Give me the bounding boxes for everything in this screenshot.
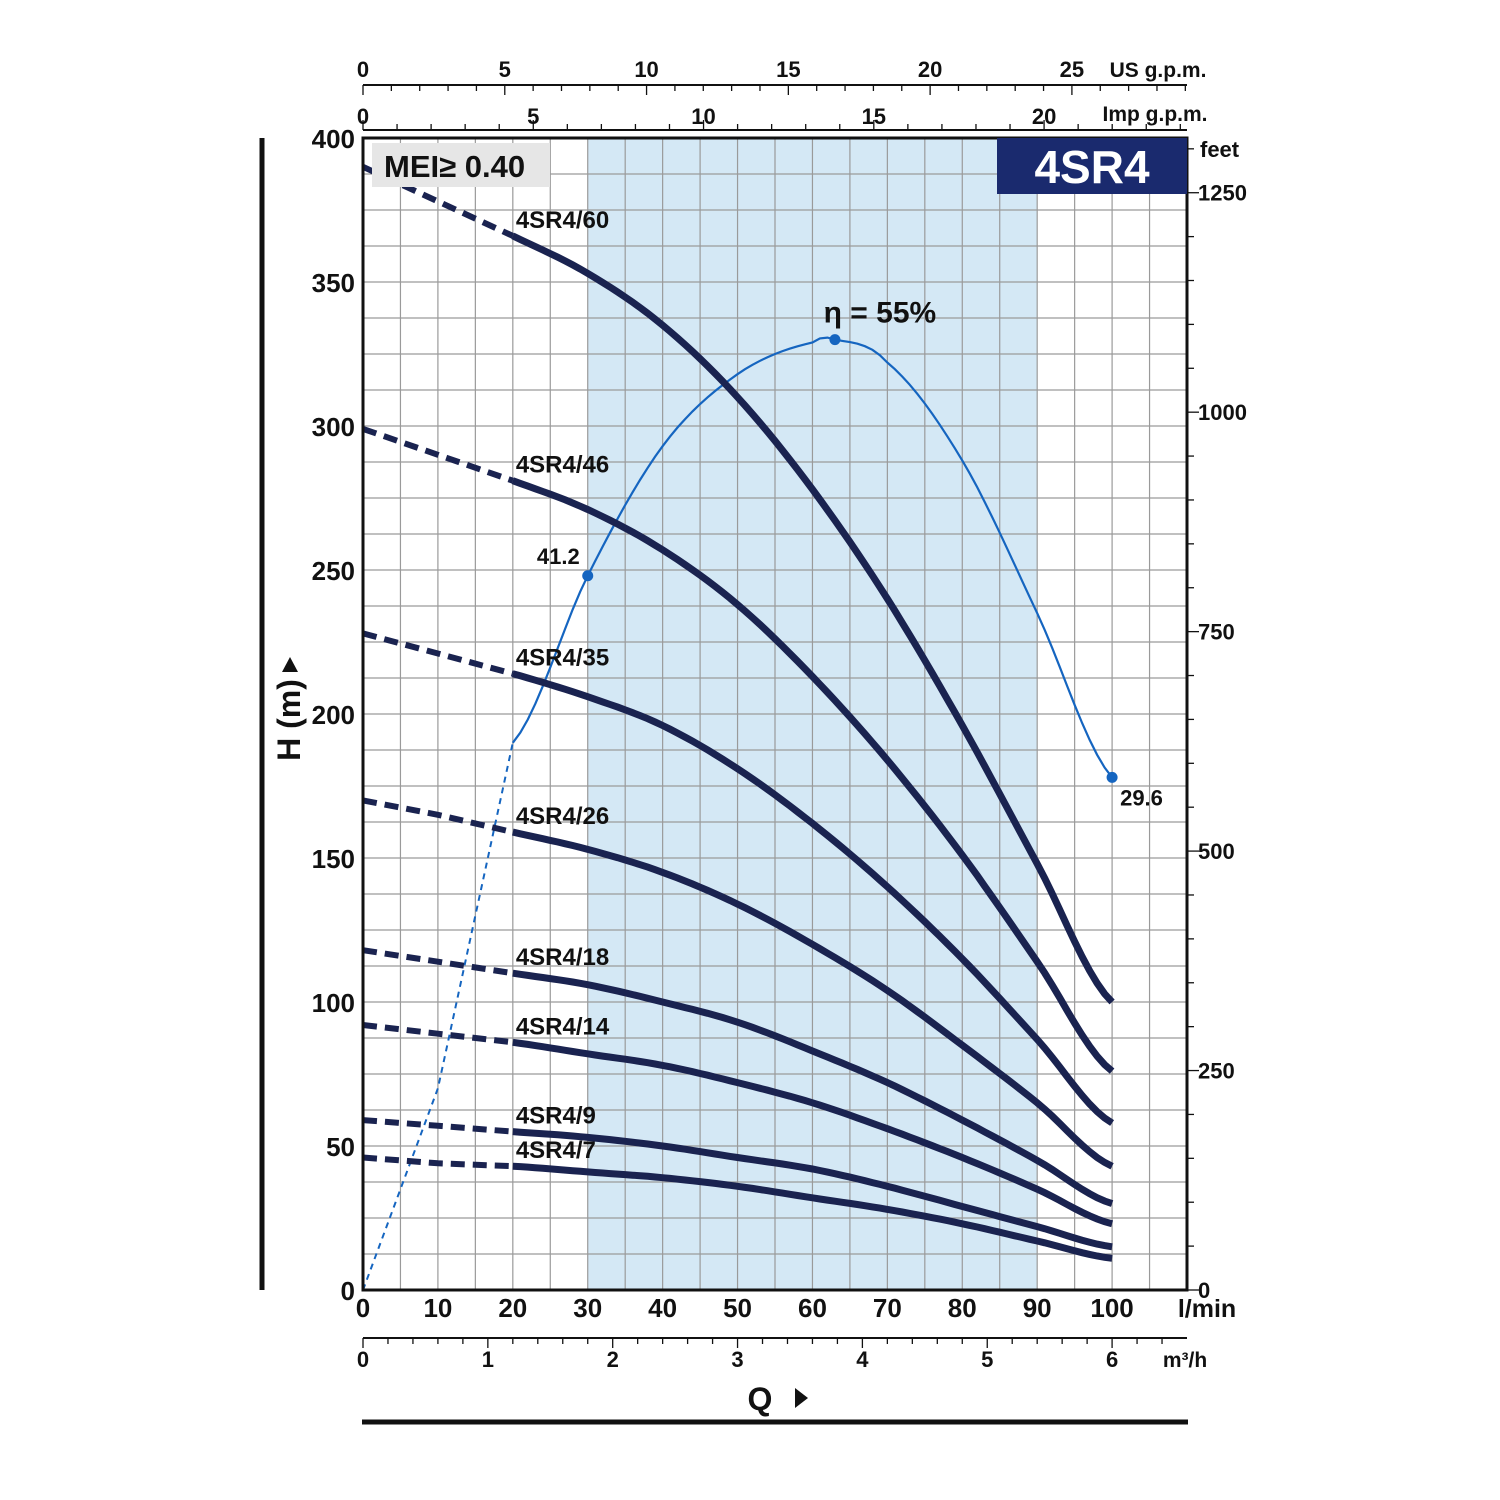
- x-tick-label: 0: [356, 1293, 370, 1323]
- series-label-4sr4-35: 4SR4/35: [516, 645, 609, 672]
- us-gpm-unit-label: US g.p.m.: [1110, 59, 1207, 82]
- feet-tick-label: 1250: [1198, 181, 1247, 206]
- series-dashed-4sr4-14: [362, 1022, 514, 1046]
- mei-badge-bg: [372, 143, 550, 187]
- series-line-4sr4-18: [512, 969, 1114, 1207]
- x-unit-label: l/min: [1178, 1295, 1236, 1323]
- x-tick-label: 80: [948, 1293, 977, 1323]
- y-tick-label: 300: [312, 412, 355, 442]
- series-label-4sr4-9: 4SR4/9: [516, 1103, 596, 1130]
- series-dashed-4sr4-26: [362, 797, 514, 836]
- y-tick-label: 350: [312, 268, 355, 298]
- series-line-4sr4-7: [512, 1162, 1113, 1262]
- m3h-tick-label: 5: [981, 1347, 993, 1372]
- us-gpm-tick-label: 25: [1060, 57, 1084, 82]
- feet-tick-label: 250: [1198, 1059, 1235, 1084]
- m3h-tick-label: 2: [607, 1347, 619, 1372]
- series-line-4sr4-9: [512, 1128, 1113, 1251]
- series-dashed-4sr4-7: [362, 1154, 513, 1170]
- title-badge-bg: [997, 138, 1187, 194]
- x-tick-label: 60: [798, 1293, 827, 1323]
- y-axis-arrow-icon: [282, 657, 298, 672]
- y-tick-label: 100: [312, 988, 355, 1018]
- y-tick-label: 0: [341, 1276, 355, 1306]
- efficiency-line: [511, 336, 1113, 779]
- efficiency-point-label: 41.2: [537, 544, 580, 569]
- x-tick-label: 30: [573, 1293, 602, 1323]
- us-gpm-tick-label: 20: [918, 57, 942, 82]
- series-dashed-4sr4-35: [362, 630, 514, 677]
- us-gpm-tick-label: 5: [499, 57, 511, 82]
- x-axis-arrow-icon: [795, 1388, 808, 1408]
- series-line-4sr4-46: [511, 477, 1115, 1074]
- series-label-4sr4-26: 4SR4/26: [516, 803, 609, 830]
- series-line-4sr4-60: [511, 232, 1115, 1005]
- us-gpm-tick-label: 0: [357, 57, 369, 82]
- efficiency-point-label: 29.6: [1120, 785, 1163, 810]
- m3h-tick-label: 0: [357, 1347, 369, 1372]
- feet-tick-label: 750: [1198, 620, 1235, 645]
- imp-gpm-tick-label: 5: [527, 104, 539, 129]
- series-label-4sr4-14: 4SR4/14: [516, 1013, 610, 1040]
- y-tick-label: 50: [326, 1132, 355, 1162]
- m3h-tick-label: 6: [1106, 1347, 1118, 1372]
- us-gpm-tick-label: 15: [776, 57, 800, 82]
- series-line-4sr4-26: [512, 828, 1114, 1170]
- y-axis-title: H (m): [271, 679, 307, 761]
- us-gpm-tick-label: 10: [634, 57, 658, 82]
- x-tick-label: 90: [1023, 1293, 1052, 1323]
- imp-gpm-tick-label: 10: [691, 104, 715, 129]
- efficiency-label: η = 55%: [824, 297, 937, 330]
- chart-title: 4SR4: [1034, 141, 1149, 193]
- efficiency-point: [1106, 771, 1118, 783]
- y-tick-label: 250: [312, 556, 355, 586]
- series-label-4sr4-7: 4SR4/7: [516, 1137, 596, 1164]
- m3h-tick-label: 3: [731, 1347, 743, 1372]
- x-tick-label: 20: [498, 1293, 527, 1323]
- series-line-4sr4-14: [512, 1038, 1114, 1228]
- m3h-unit-label: m³/h: [1163, 1349, 1207, 1372]
- imp-gpm-tick-label: 15: [862, 104, 886, 129]
- x-tick-label: 100: [1090, 1293, 1133, 1323]
- m3h-tick-label: 1: [482, 1347, 494, 1372]
- mei-badge: MEI≥ 0.40: [384, 149, 525, 184]
- x-tick-label: 40: [648, 1293, 677, 1323]
- feet-tick-label: 1000: [1198, 400, 1247, 425]
- series-line-4sr4-35: [511, 670, 1115, 1126]
- series-dashed-4sr4-18: [362, 947, 514, 977]
- y-tick-label: 400: [312, 124, 355, 154]
- x-tick-label: 70: [873, 1293, 902, 1323]
- x-axis-title: Q: [748, 1381, 773, 1417]
- feet-tick-label: 0: [1198, 1278, 1210, 1303]
- imp-gpm-tick-label: 20: [1032, 104, 1056, 129]
- m3h-tick-label: 4: [856, 1347, 869, 1372]
- series-label-4sr4-18: 4SR4/18: [516, 944, 609, 971]
- series-label-4sr4-60: 4SR4/60: [516, 207, 609, 234]
- y-tick-label: 200: [312, 700, 355, 730]
- x-tick-label: 50: [723, 1293, 752, 1323]
- series-dashed-4sr4-46: [362, 426, 514, 484]
- efficiency-point: [829, 334, 841, 346]
- efficiency-point: [582, 570, 594, 582]
- imp-gpm-unit-label: Imp g.p.m.: [1103, 103, 1208, 126]
- y-tick-label: 150: [312, 844, 355, 874]
- series-dashed-4sr4-9: [362, 1117, 514, 1135]
- plot-frame: [361, 136, 1189, 1292]
- feet-unit-label: feet: [1200, 137, 1240, 162]
- x-tick-label: 10: [423, 1293, 452, 1323]
- feet-tick-label: 500: [1198, 839, 1235, 864]
- imp-gpm-tick-label: 0: [357, 104, 369, 129]
- series-label-4sr4-46: 4SR4/46: [516, 452, 609, 479]
- efficiency-dashed: [362, 742, 514, 1291]
